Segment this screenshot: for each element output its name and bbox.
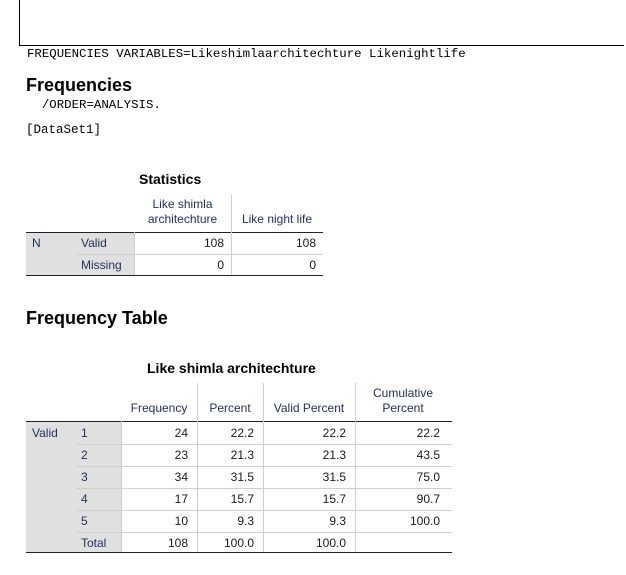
frequency-row-label: 1 bbox=[81, 426, 88, 440]
frequency-cell: 31.5 bbox=[230, 470, 254, 484]
statistics-col-header-1: Like shimla architechture bbox=[134, 197, 231, 227]
statistics-header-divider bbox=[231, 194, 232, 232]
statistics-col-header-2: Like night life bbox=[241, 212, 313, 226]
frequency-cell: 108 bbox=[167, 536, 188, 550]
frequency-row-divider bbox=[76, 444, 452, 445]
frequency-header-divider bbox=[263, 383, 264, 421]
frequency-row-label: 3 bbox=[81, 470, 88, 484]
frequency-col-header-percent: Percent bbox=[209, 401, 251, 415]
frequency-col-header-cumulative: Cumulative Percent bbox=[355, 386, 451, 416]
frequency-cell: 17 bbox=[174, 492, 188, 506]
frequency-cell: 75.0 bbox=[416, 470, 440, 484]
frequency-cell: 10 bbox=[174, 514, 188, 528]
statistics-cell: 0 bbox=[309, 258, 316, 272]
frequency-header-rule bbox=[26, 421, 452, 422]
statistics-cell: 0 bbox=[217, 258, 224, 272]
statistics-row-divider bbox=[76, 254, 323, 255]
frequency-cell: 100.0 bbox=[223, 536, 254, 550]
frequency-cell: 15.7 bbox=[230, 492, 254, 506]
statistics-col-divider bbox=[134, 232, 135, 276]
frequency-row-label: 4 bbox=[81, 492, 88, 506]
dataset-label: [DataSet1] bbox=[26, 123, 102, 137]
frequency-row-divider bbox=[76, 510, 452, 511]
frequency-cell: 9.3 bbox=[329, 514, 346, 528]
syntax-line-1: FREQUENCIES VARIABLES=Likeshimlaarchitec… bbox=[27, 47, 466, 61]
frequency-row-label: Total bbox=[81, 536, 107, 550]
statistics-col-header-1-text: Like shimla architechture bbox=[147, 197, 218, 226]
frequency-col-header-frequency: Frequency bbox=[130, 401, 188, 415]
statistics-row-group-label: N bbox=[32, 236, 41, 250]
frequency-table-heading: Frequency Table bbox=[26, 308, 168, 328]
frequency-row-group-label: Valid bbox=[32, 426, 58, 440]
frequency-cell: 21.3 bbox=[322, 448, 346, 462]
frequency-table-title: Like shimla architechture bbox=[147, 360, 316, 376]
statistics-bottom-rule bbox=[26, 275, 323, 276]
frequency-cell: 43.5 bbox=[416, 448, 440, 462]
frequency-cell: 21.3 bbox=[230, 448, 254, 462]
frequency-cell: 31.5 bbox=[322, 470, 346, 484]
statistics-cell: 108 bbox=[203, 236, 224, 250]
frequency-row-divider bbox=[76, 488, 452, 489]
frequency-bottom-rule bbox=[26, 552, 452, 553]
frequency-cell: 90.7 bbox=[416, 492, 440, 506]
syntax-block: FREQUENCIES VARIABLES=Likeshimlaarchitec… bbox=[19, 0, 624, 112]
frequency-cell: 34 bbox=[174, 470, 188, 484]
frequency-row-label: 2 bbox=[81, 448, 88, 462]
frequency-cell: 22.2 bbox=[230, 426, 254, 440]
frequency-cell: 22.2 bbox=[322, 426, 346, 440]
statistics-row-label-missing: Missing bbox=[81, 258, 122, 272]
statistics-cell: 108 bbox=[295, 236, 316, 250]
frequency-cell: 100.0 bbox=[315, 536, 346, 550]
frequency-col-divider bbox=[121, 421, 122, 553]
frequency-cell: 9.3 bbox=[237, 514, 254, 528]
frequency-cell: 100.0 bbox=[409, 514, 440, 528]
frequency-row-label: 5 bbox=[81, 514, 88, 528]
frequencies-heading: Frequencies bbox=[26, 75, 133, 95]
frequency-col-header-cumulative-text: Cumulative Percent bbox=[372, 386, 434, 415]
statistics-title: Statistics bbox=[139, 171, 202, 187]
frequency-col-divider bbox=[263, 421, 264, 553]
statistics-row-label-valid: Valid bbox=[81, 236, 107, 250]
syntax-line-2: /ORDER=ANALYSIS. bbox=[27, 98, 161, 112]
frequency-cell: 23 bbox=[174, 448, 188, 462]
frequency-header-divider bbox=[197, 383, 198, 421]
frequency-row-divider bbox=[76, 532, 452, 533]
frequency-col-divider bbox=[355, 421, 356, 553]
statistics-col-divider bbox=[231, 232, 232, 276]
statistics-header-rule bbox=[26, 232, 323, 233]
frequency-cell: 22.2 bbox=[416, 426, 440, 440]
frequency-row-header-shade bbox=[26, 421, 121, 553]
frequency-cell: 24 bbox=[174, 426, 188, 440]
frequency-row-divider bbox=[76, 466, 452, 467]
frequency-header-divider bbox=[355, 383, 356, 421]
frequency-col-header-valid-percent: Valid Percent bbox=[273, 401, 345, 415]
frequency-cell: 15.7 bbox=[322, 492, 346, 506]
frequency-col-divider bbox=[197, 421, 198, 553]
